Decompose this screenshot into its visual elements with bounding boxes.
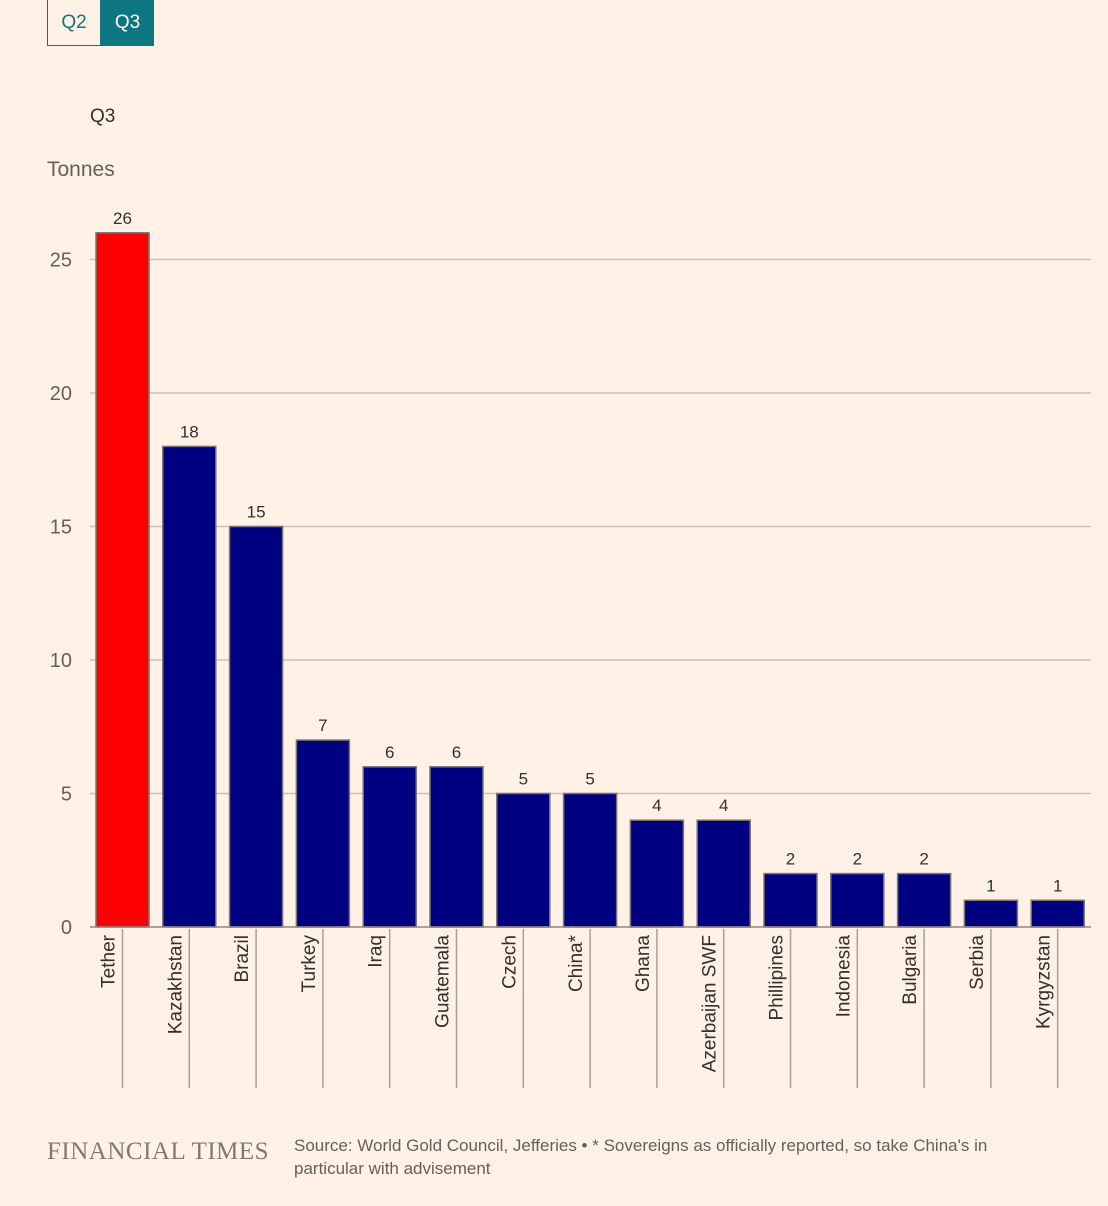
x-tick-label: Iraq [366,935,387,968]
x-tick-label: Azerbaijan SWF [700,935,721,1072]
bar-value-label: 5 [519,770,528,789]
x-tick-label: Bulgaria [900,935,921,1005]
y-axis-unit-label: Tonnes [47,158,115,181]
source-note: Source: World Gold Council, Jefferies • … [294,1136,988,1178]
x-tick-label: Turkey [299,935,320,993]
bar-value-label: 1 [986,876,995,895]
quarter-tabs: Q2 Q3 [47,0,154,46]
ft-logo: FINANCIAL TIMES [47,1138,270,1165]
x-tick-label: Kyrgyzstan [1034,935,1055,1029]
tab-q2[interactable]: Q2 [47,0,101,46]
bar-value-label: 2 [786,850,795,869]
bar [629,819,685,928]
x-tick-label: Serbia [967,935,988,990]
x-tick-label: Brazil [232,935,253,983]
bar-value-label: 6 [385,743,394,762]
bar-value-label: 4 [719,796,728,815]
bar [963,899,1019,928]
bar [362,766,417,928]
bar [562,792,618,928]
y-tick-label: 10 [50,650,72,672]
chart-subtitle: Q3 [90,106,116,127]
bar-value-label: 2 [919,850,928,869]
bar-value-label: 15 [247,503,266,522]
bar [496,792,551,928]
y-tick-label: 5 [61,784,72,806]
bar-value-label: 5 [585,770,594,789]
bar-value-label: 1 [1053,876,1062,895]
bar [763,872,818,928]
bar [228,525,284,928]
bar-value-label: 26 [113,209,132,228]
x-tick-label: Indonesia [833,935,854,1018]
bar [830,872,885,928]
y-tick-label: 20 [50,383,72,405]
bar-value-label: 4 [652,796,661,815]
bar [295,739,351,928]
bar [1030,899,1085,928]
x-tick-label: Phillipines [767,935,788,1021]
bar-chart: 051015202526Tether18Kazakhstan15Brazil7T… [50,209,1091,1088]
bar-value-label: 18 [180,422,199,441]
bar [429,766,484,928]
bar [95,232,150,928]
tab-q3[interactable]: Q3 [101,0,154,46]
bar [696,819,751,928]
x-tick-label: Tether [99,934,120,987]
x-tick-label: Czech [499,935,520,989]
bar [162,445,217,928]
x-tick-label: Kazakhstan [165,935,186,1034]
x-tick-label: China* [566,934,587,992]
bar-value-label: 2 [853,850,862,869]
y-tick-label: 0 [61,917,72,939]
x-tick-label: Ghana [633,935,654,992]
bar-value-label: 6 [452,743,461,762]
x-tick-label: Guatemala [433,935,454,1028]
y-tick-label: 15 [50,517,72,539]
bar [896,872,952,928]
y-tick-label: 25 [50,250,72,272]
bar-value-label: 7 [318,716,327,735]
